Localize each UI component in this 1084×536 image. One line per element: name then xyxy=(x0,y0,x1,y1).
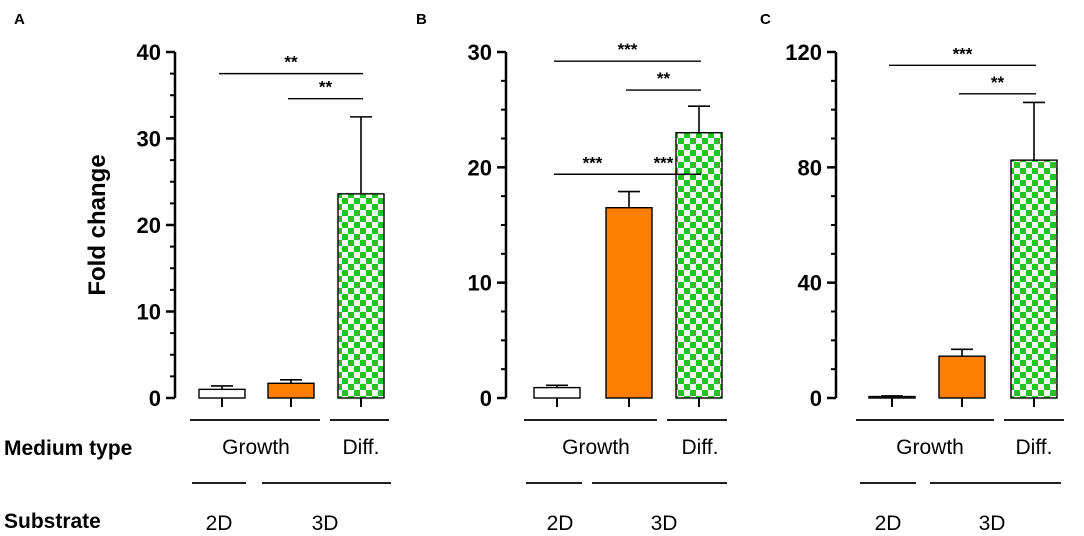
bar-3d-growth xyxy=(267,382,315,399)
y-tick-label: 30 xyxy=(468,40,492,65)
significance-label: *** xyxy=(953,44,973,63)
substrate-value-label: 3D xyxy=(979,512,1006,535)
y-tick-label: 20 xyxy=(137,213,161,238)
y-tick-label: 0 xyxy=(480,386,492,411)
substrate-value-label: 3D xyxy=(651,512,678,535)
y-tick-label: 80 xyxy=(798,155,822,180)
y-tick-label: 120 xyxy=(785,40,822,65)
bar-3d-diff- xyxy=(337,193,385,399)
significance-label: *** xyxy=(654,153,674,172)
y-tick-label: 10 xyxy=(137,300,161,325)
significance-label: ** xyxy=(319,78,333,97)
panel-label: B xyxy=(416,11,427,28)
y-axis-label: Fold change xyxy=(84,154,111,295)
substrate-value-label: 3D xyxy=(312,512,339,535)
medium-label: Growth xyxy=(562,436,630,459)
y-tick-label: 20 xyxy=(468,155,492,180)
y-tick-label: 0 xyxy=(149,386,161,411)
substrate-value-label: 2D xyxy=(875,512,902,535)
significance-label: ** xyxy=(657,69,671,88)
panel-a-chart: A 0 10 20 30 40 Fold change ** ** Growth Diff. 2D 3D xyxy=(14,11,391,535)
y-tick-label: 40 xyxy=(798,271,822,296)
bar-3d-growth xyxy=(938,355,986,399)
y-tick-label: 30 xyxy=(137,127,161,152)
significance-label: *** xyxy=(618,40,638,59)
panel-label: C xyxy=(760,11,771,28)
bar-2d-growth xyxy=(868,395,916,399)
y-tick-label: 0 xyxy=(810,386,822,411)
bar-3d-growth xyxy=(605,206,653,399)
significance-label: ** xyxy=(991,73,1005,92)
medium-label: Growth xyxy=(222,436,290,459)
substrate-value-label: 2D xyxy=(547,512,574,535)
y-tick-label: 40 xyxy=(137,40,161,65)
bar-2d-growth xyxy=(533,386,581,399)
medium-label: Growth xyxy=(896,436,964,459)
bar-3d-diff- xyxy=(1010,159,1058,399)
panel-label: A xyxy=(14,11,25,28)
medium-label: Diff. xyxy=(1016,436,1053,459)
medium-label: Diff. xyxy=(343,436,380,459)
bar-3d-diff- xyxy=(675,132,723,399)
medium-label: Diff. xyxy=(682,436,719,459)
significance-label: ** xyxy=(284,53,298,72)
y-tick-label: 10 xyxy=(468,271,492,296)
substrate-value-label: 2D xyxy=(206,512,233,535)
medium-type-label: Medium type xyxy=(4,437,132,460)
substrate-label: Substrate xyxy=(4,510,101,533)
significance-label: *** xyxy=(583,153,603,172)
bar-2d-growth xyxy=(198,388,246,399)
